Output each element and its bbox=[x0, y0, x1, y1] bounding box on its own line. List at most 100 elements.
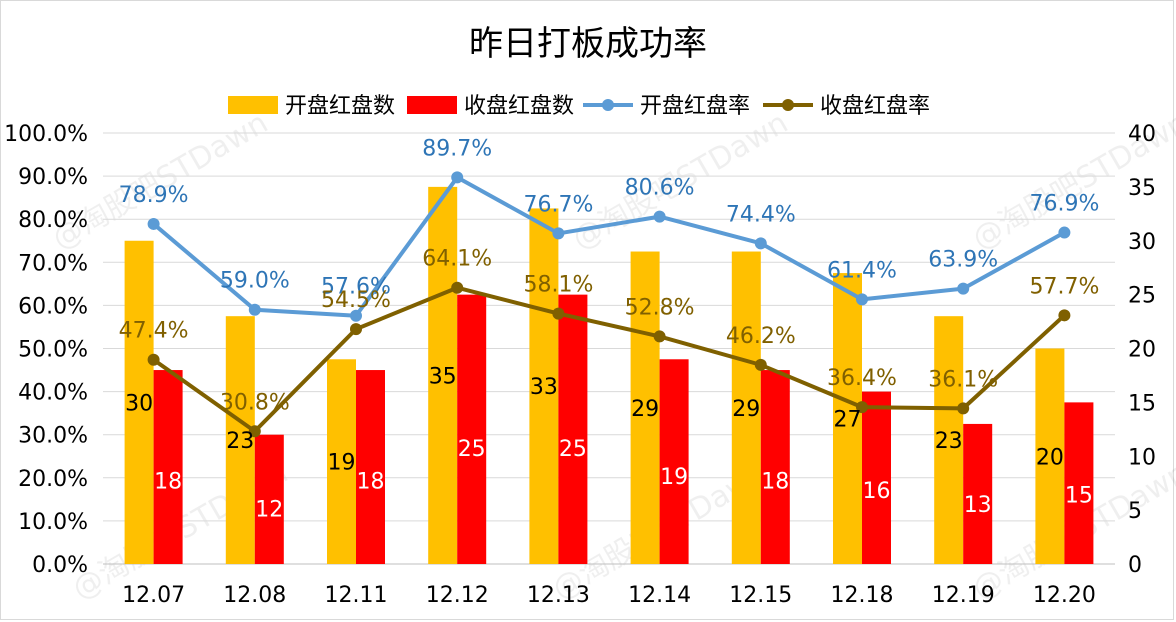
left-tick-label: 80.0% bbox=[18, 208, 88, 233]
lines bbox=[147, 171, 1071, 438]
bar-value-label: 18 bbox=[154, 470, 182, 495]
chart-title: 昨日打板成功率 bbox=[469, 24, 707, 64]
right-tick-label: 5 bbox=[1128, 499, 1142, 524]
rate-data-label: 54.5% bbox=[321, 288, 391, 313]
right-tick-label: 35 bbox=[1128, 176, 1156, 201]
bars bbox=[124, 186, 1094, 565]
bar-value-label: 15 bbox=[1065, 484, 1093, 509]
x-tick-label: 12.07 bbox=[122, 583, 185, 608]
rate-data-label: 36.4% bbox=[827, 366, 897, 391]
open-rate-marker bbox=[1058, 226, 1071, 239]
left-tick-label: 70.0% bbox=[18, 251, 88, 276]
bar-value-label: 35 bbox=[429, 364, 457, 389]
bar-close bbox=[254, 434, 284, 564]
bar-value-label: 23 bbox=[935, 429, 963, 454]
bar-value-label: 33 bbox=[530, 375, 558, 400]
bar-open bbox=[225, 316, 255, 564]
bar-value-label: 13 bbox=[964, 493, 992, 518]
close-rate-marker bbox=[451, 281, 464, 294]
bar-value-label: 16 bbox=[863, 479, 891, 504]
bar-close bbox=[558, 294, 588, 564]
bar-open bbox=[124, 240, 154, 564]
rate-data-label: 63.9% bbox=[928, 248, 998, 273]
left-tick-label: 90.0% bbox=[18, 165, 88, 190]
rate-data-label: 46.2% bbox=[726, 324, 796, 349]
legend-swatch bbox=[228, 96, 278, 114]
left-tick-label: 10.0% bbox=[18, 510, 88, 535]
bar-close bbox=[457, 294, 487, 564]
x-tick-label: 12.14 bbox=[628, 583, 691, 608]
left-tick-label: 20.0% bbox=[18, 467, 88, 492]
open-rate-marker bbox=[552, 227, 565, 240]
x-tick-label: 12.18 bbox=[831, 583, 894, 608]
bar-close bbox=[1064, 402, 1094, 564]
rate-data-label: 30.8% bbox=[220, 390, 290, 415]
x-tick-label: 12.15 bbox=[729, 583, 792, 608]
close-rate-marker bbox=[248, 425, 261, 438]
x-tick-label: 12.20 bbox=[1033, 583, 1096, 608]
rate-data-label: 74.4% bbox=[726, 202, 796, 227]
bar-value-label: 25 bbox=[458, 437, 486, 462]
left-tick-label: 30.0% bbox=[18, 424, 88, 449]
rate-data-label: 80.6% bbox=[625, 176, 695, 201]
close-rate-marker bbox=[147, 353, 160, 366]
right-axis: 40 35 30 25 20 15 10 5 0 bbox=[1128, 122, 1156, 578]
bar-open bbox=[428, 186, 458, 564]
right-tick-label: 0 bbox=[1128, 553, 1142, 578]
rate-data-label: 89.7% bbox=[422, 136, 492, 161]
bar-open bbox=[833, 273, 862, 564]
open-rate-marker bbox=[856, 293, 868, 306]
x-tick-label: 12.11 bbox=[325, 583, 388, 608]
watermarks: @淘股吧STDawn@淘股吧STDawn@淘股吧STDawn@淘股吧STDawn… bbox=[47, 105, 1176, 607]
legend-label: 收盘红盘率 bbox=[820, 94, 930, 119]
bar-open bbox=[630, 251, 660, 564]
open-rate-marker bbox=[147, 217, 160, 230]
bar-open bbox=[934, 316, 964, 564]
rate-data-label: 52.8% bbox=[625, 295, 695, 320]
legend-label: 开盘红盘率 bbox=[640, 94, 750, 119]
x-tick-label: 12.08 bbox=[223, 583, 286, 608]
bar-open bbox=[731, 251, 761, 564]
open-rate-line bbox=[152, 175, 1066, 318]
close-rate-marker bbox=[754, 358, 767, 371]
open-rate-marker bbox=[350, 309, 362, 322]
bar-value-label: 25 bbox=[559, 437, 587, 462]
x-tick-label: 12.19 bbox=[932, 583, 995, 608]
bar-value-label: 18 bbox=[357, 470, 385, 495]
close-rate-marker bbox=[1058, 309, 1071, 322]
bar-open bbox=[327, 359, 356, 564]
bar-value-label: 29 bbox=[631, 397, 659, 422]
close-rate-marker bbox=[957, 402, 970, 415]
left-tick-label: 60.0% bbox=[18, 294, 88, 319]
bar-close bbox=[153, 370, 183, 564]
bar-value-label: 29 bbox=[732, 397, 760, 422]
left-tick-label: 0.0% bbox=[32, 553, 88, 578]
rate-data-label: 58.1% bbox=[523, 273, 593, 298]
open-rate-marker bbox=[248, 303, 261, 316]
rate-data-label: 47.4% bbox=[119, 319, 189, 344]
rate-data-label: 76.9% bbox=[1029, 192, 1099, 217]
bar-value-label: 23 bbox=[226, 429, 254, 454]
bar-value-label: 19 bbox=[660, 465, 688, 490]
bar-value-label: 27 bbox=[834, 408, 862, 433]
legend-label: 开盘红盘数 bbox=[285, 94, 395, 119]
close-rate-marker bbox=[653, 330, 666, 343]
close-rate-marker bbox=[856, 401, 868, 414]
bar-value-label: 18 bbox=[761, 470, 789, 495]
x-axis: 12.07 12.08 12.11 12.12 12.13 12.14 12.15 12.18… bbox=[122, 583, 1096, 608]
legend-marker bbox=[602, 99, 614, 111]
bar-close bbox=[659, 359, 689, 564]
legend-label: 收盘红盘数 bbox=[464, 94, 574, 119]
left-tick-label: 100.0% bbox=[4, 122, 88, 147]
bar-close bbox=[356, 370, 385, 564]
rate-data-label: 78.9% bbox=[119, 183, 189, 208]
bar-open bbox=[1035, 348, 1065, 564]
rate-data-label: 61.4% bbox=[827, 258, 897, 283]
open-rate-marker bbox=[957, 282, 970, 295]
rate-data-label: 36.1% bbox=[928, 367, 998, 392]
bar-close bbox=[862, 391, 891, 564]
close-rate-marker bbox=[552, 307, 565, 320]
